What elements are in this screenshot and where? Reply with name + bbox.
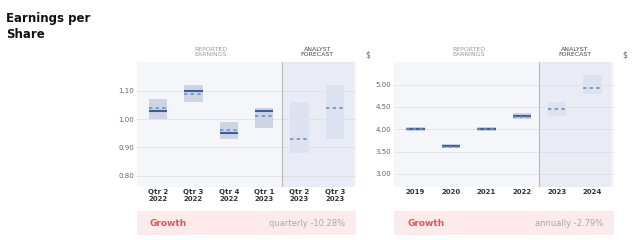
Text: Growth: Growth [408,219,445,228]
Text: Growth: Growth [150,219,187,228]
Text: annually -2.79%: annually -2.79% [534,219,603,228]
Text: REPORTED
EARNINGS: REPORTED EARNINGS [452,47,485,57]
Bar [477,127,495,131]
Text: $: $ [623,51,627,60]
Bar [291,102,308,153]
Bar [406,127,425,131]
Bar [255,108,273,128]
Text: $: $ [365,51,370,60]
Text: Earnings per
Share: Earnings per Share [6,12,91,41]
Bar [282,62,352,187]
Bar [442,144,460,148]
Bar [184,85,203,102]
Bar [548,102,566,116]
Text: ANALYST
FORECAST: ANALYST FORECAST [301,47,334,57]
Bar [326,85,344,139]
Bar [513,113,531,119]
Bar [219,122,238,139]
Bar [149,99,167,119]
Bar [539,62,610,187]
Text: quarterly -10.28%: quarterly -10.28% [269,219,345,228]
Bar [583,75,602,95]
Text: ANALYST
FORECAST: ANALYST FORECAST [558,47,591,57]
Text: REPORTED
EARNINGS: REPORTED EARNINGS [195,47,228,57]
